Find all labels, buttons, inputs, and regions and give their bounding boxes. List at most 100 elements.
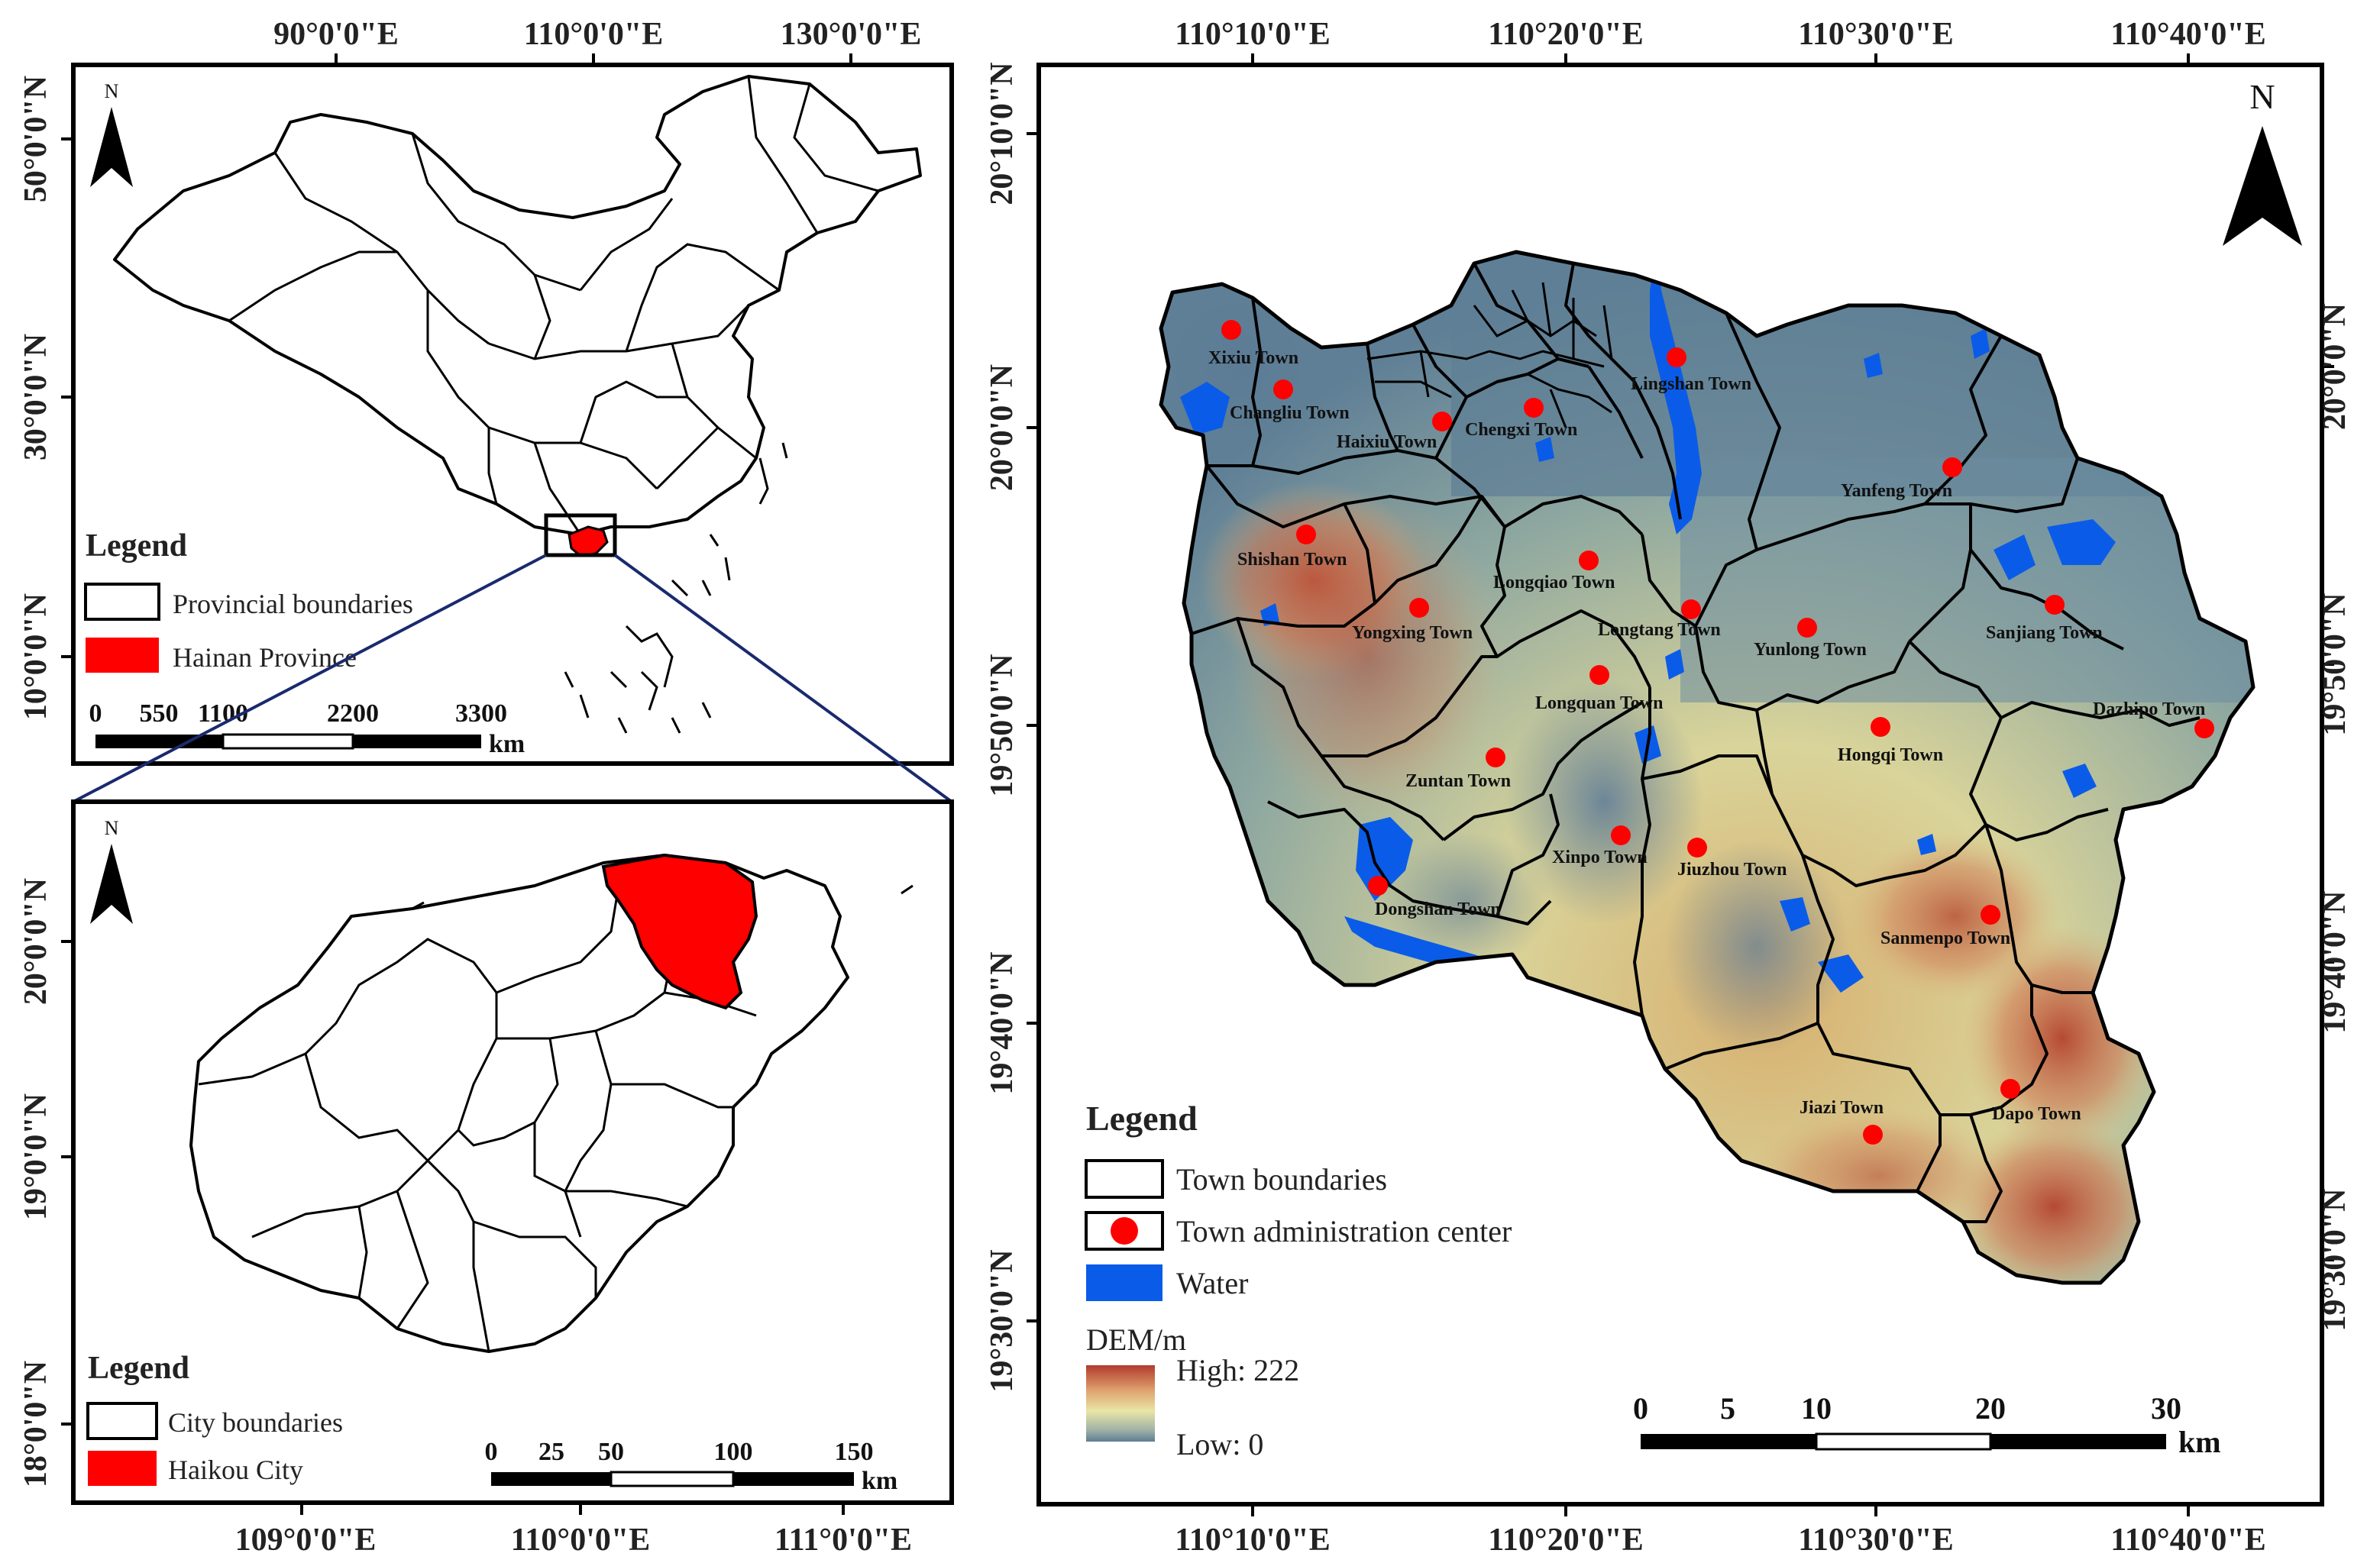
svg-text:Chengxi Town: Chengxi Town (1465, 420, 1577, 440)
haikou-top-lon-4: 110°40'0"E (2110, 17, 2265, 52)
town-lingshan: Lingshan Town (1631, 347, 1751, 394)
haikou-scale-label-2: 10 (1801, 1391, 1832, 1426)
hainan-north-arrow: N (90, 817, 133, 924)
china-legend-item-1: Provincial boundaries (173, 589, 413, 619)
haikou-legend-item-2: Town administration center (1176, 1214, 1512, 1248)
town-longquan: Longquan Town (1535, 665, 1663, 713)
haikou-outline (1159, 250, 2256, 1285)
dem-high-label: High: 222 (1176, 1353, 1299, 1387)
town-boundaries (1191, 263, 2201, 1223)
hainan-scale-label-4: 150 (835, 1438, 874, 1466)
haikou-panel: 110°10'0"E 110°20'0"E 110°30'0"E 110°40'… (985, 17, 2353, 1558)
china-legend-item-2: Hainan Province (173, 642, 357, 673)
china-north-letter: N (105, 80, 119, 102)
haikou-right-lat-3: 19°40'0"N (2317, 890, 2353, 1033)
svg-text:Yunlong Town: Yunlong Town (1754, 640, 1867, 660)
town-changliu: Changliu Town (1230, 379, 1350, 423)
svg-text:Zuntan Town: Zuntan Town (1405, 771, 1511, 791)
hainan-legend-item-2: Haikou City (168, 1455, 303, 1485)
svg-text:Dapo Town: Dapo Town (1992, 1104, 2081, 1124)
svg-text:Sanmenpo Town: Sanmenpo Town (1880, 928, 2010, 948)
hainan-city-lines (198, 885, 757, 1352)
haikou-scale-unit: km (2178, 1425, 2221, 1459)
town-jiazi: Jiazi Town (1800, 1098, 1884, 1145)
town-dapo: Dapo Town (1992, 1079, 2081, 1124)
water-swatch (1086, 1264, 1163, 1301)
inset-connector-lines (73, 554, 953, 803)
china-scale-unit: km (489, 730, 525, 758)
hainan-small-islands (412, 884, 914, 910)
svg-text:Lingshan Town: Lingshan Town (1631, 374, 1751, 394)
town-centers: Xixiu Town Changliu Town Haixiu Town Che… (1208, 320, 2214, 1145)
town-zuntan: Zuntan Town (1405, 748, 1511, 791)
town-boundary-swatch (1085, 1159, 1164, 1199)
town-xixiu: Xixiu Town (1208, 320, 1298, 368)
china-scale-label-0: 0 (89, 699, 102, 728)
china-scale-label-1: 550 (140, 699, 179, 728)
city-boundary-swatch (86, 1402, 158, 1440)
svg-text:Dongshan Town: Dongshan Town (1375, 899, 1501, 919)
town-sanmenpo: Sanmenpo Town (1880, 905, 2010, 948)
haikou-city-highlight (601, 853, 758, 1010)
china-lon-label-1: 90°0'0"E (273, 17, 399, 52)
hainan-scale-bar: 0 25 50 100 150 km (485, 1438, 898, 1495)
hainan-lon-label-2: 110°0'0"E (511, 1523, 650, 1558)
town-longtang: Longtang Town (1598, 599, 1721, 640)
hainan-scale-label-3: 100 (714, 1438, 753, 1466)
dem-legend-title: DEM/m (1086, 1322, 1186, 1357)
china-province-lines (228, 76, 879, 535)
haikou-left-lat-2: 20°0'0"N (985, 364, 1020, 491)
svg-text:Jiuzhou Town: Jiuzhou Town (1677, 860, 1787, 880)
town-yunlong: Yunlong Town (1754, 618, 1867, 660)
svg-text:Haixiu Town: Haixiu Town (1337, 432, 1437, 452)
svg-text:Yongxing Town: Yongxing Town (1352, 623, 1473, 643)
svg-text:Xinpo Town: Xinpo Town (1552, 848, 1648, 867)
svg-text:Longtang Town: Longtang Town (1598, 620, 1721, 640)
hainan-legend-item-1: City boundaries (168, 1407, 343, 1438)
hainan-ticks (61, 940, 845, 1515)
china-scale-bar: 0 550 1100 2200 3300 km (89, 699, 525, 758)
haikou-north-arrow: N (2223, 77, 2302, 246)
china-legend-title: Legend (86, 528, 187, 564)
dem-low-label: Low: 0 (1176, 1427, 1263, 1461)
hainan-lat-label-1: 20°0'0"N (18, 878, 53, 1005)
haikou-scale-label-1: 5 (1720, 1391, 1735, 1426)
dem-color-ramp (1086, 1365, 1155, 1442)
hainan-lon-label-3: 111°0'0"E (774, 1523, 912, 1558)
china-north-arrow: N (90, 80, 133, 187)
hainan-north-letter: N (105, 817, 119, 839)
hainan-legend-title: Legend (88, 1351, 189, 1386)
town-yongxing: Yongxing Town (1352, 598, 1473, 643)
svg-text:Jiazi Town: Jiazi Town (1800, 1098, 1884, 1118)
haikou-bottom-lon-3: 110°30'0"E (1798, 1523, 1953, 1558)
hainan-lat-label-2: 19°0'0"N (18, 1093, 53, 1220)
hainan-province-highlight (568, 525, 609, 557)
haikou-legend-title: Legend (1086, 1099, 1198, 1138)
hainan-scale-unit: km (862, 1467, 897, 1495)
haikou-scale-bar: 0 5 10 20 30 km (1633, 1391, 2221, 1459)
svg-text:Sanjiang Town: Sanjiang Town (1986, 623, 2103, 643)
svg-text:Xixiu Town: Xixiu Town (1208, 348, 1298, 368)
hainan-lon-label-1: 109°0'0"E (235, 1523, 377, 1558)
hainan-scale-label-2: 50 (598, 1438, 624, 1466)
town-hongqi: Hongqi Town (1838, 717, 1943, 765)
haikou-right-lat-2: 19°50'0"N (2317, 593, 2353, 735)
china-scale-label-3: 2200 (327, 699, 379, 728)
china-lat-label-3: 10°0'0"N (18, 593, 53, 720)
china-lon-label-3: 130°0'0"E (781, 17, 922, 52)
haikou-top-lon-3: 110°30'0"E (1798, 17, 1953, 52)
haikou-legend: Legend Town boundaries Town administrati… (1085, 1099, 1512, 1461)
haikou-left-lat-1: 20°10'0"N (985, 62, 1020, 205)
hainan-lat-label-3: 18°0'0"N (18, 1361, 53, 1487)
hainan-scale-label-1: 25 (538, 1438, 564, 1466)
haikou-bottom-lon-1: 110°10'0"E (1175, 1523, 1330, 1558)
haikou-bottom-lon-2: 110°20'0"E (1488, 1523, 1643, 1558)
hainan-panel: 20°0'0"N 19°0'0"N 18°0'0"N 109°0'0"E 110… (18, 799, 954, 1558)
china-legend: Legend Provincial boundaries Hainan Prov… (84, 528, 413, 673)
haikou-top-lon-1: 110°10'0"E (1175, 17, 1330, 52)
town-chengxi: Chengxi Town (1465, 398, 1577, 440)
china-lat-label-2: 30°0'0"N (18, 334, 53, 460)
haikou-scale-label-0: 0 (1633, 1391, 1648, 1426)
hainan-province-swatch (86, 638, 159, 673)
